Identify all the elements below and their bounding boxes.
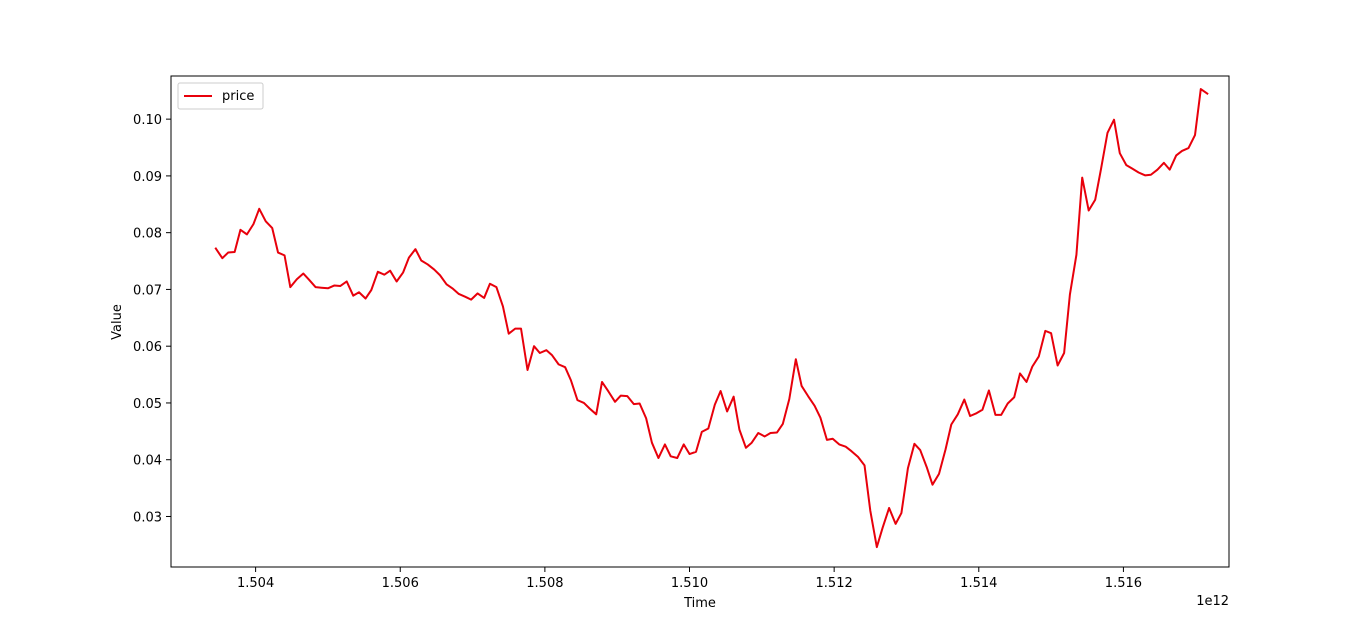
y-tick-label: 0.07: [133, 283, 162, 298]
x-tick-label: 1.510: [671, 576, 708, 591]
x-tick-label: 1.506: [382, 576, 419, 591]
x-tick-label: 1.514: [960, 576, 997, 591]
y-tick-label: 0.06: [133, 340, 162, 355]
legend-box: [177, 82, 264, 110]
plot-area: [214, 88, 1209, 549]
y-tick-label: 0.08: [133, 227, 162, 242]
axes-frame: [170, 75, 1230, 568]
axes: 1.504 1.506 1.508 1.510 1.512 1.514 1.516 0.03 0…: [133, 75, 1230, 591]
y-tick-label: 0.05: [133, 397, 162, 412]
y-tick-label: 0.03: [133, 510, 162, 525]
x-tick-label: 1.516: [1105, 576, 1142, 591]
legend-entry-price: price: [222, 89, 254, 104]
x-tick-label: 1.504: [237, 576, 274, 591]
x-tick-label: 1.512: [816, 576, 853, 591]
y-tick-label: 0.09: [133, 170, 162, 185]
x-axis-label: Time: [683, 596, 716, 611]
y-tick-label: 0.10: [133, 113, 162, 128]
y-tick-label: 0.04: [133, 454, 162, 469]
series-line-price: [214, 88, 1209, 549]
y-axis-label: Value: [110, 304, 125, 340]
x-tick-label: 1.508: [526, 576, 563, 591]
legend: price: [177, 82, 264, 110]
x-axis-offset-label: 1e12: [1196, 594, 1229, 609]
